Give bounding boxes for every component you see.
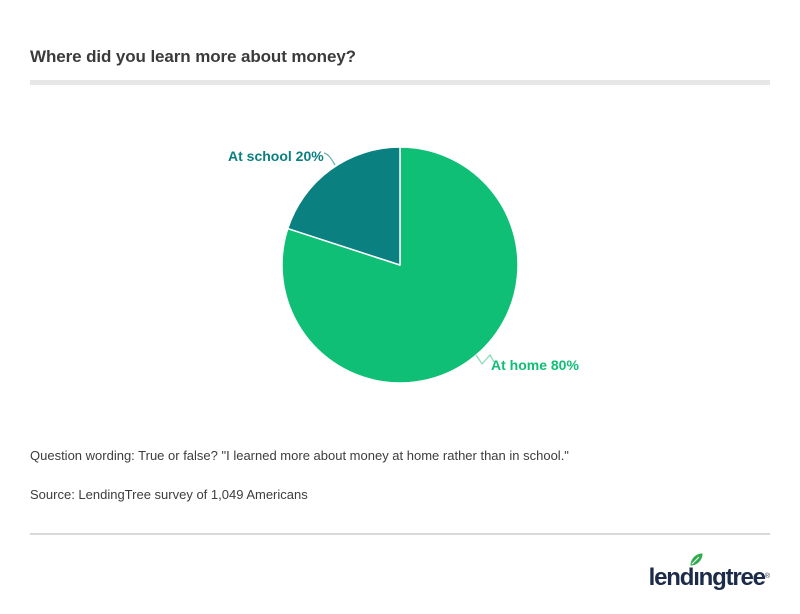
pie-slice-at-school	[287, 146, 401, 266]
pie-chart-svg	[281, 146, 519, 384]
page-title: Where did you learn more about money?	[30, 47, 356, 66]
question-wording-text: Question wording: True or false? "I lear…	[30, 448, 569, 463]
logo-dotless-i: ı	[693, 564, 700, 591]
registered-mark: ®	[764, 573, 770, 580]
bottom-divider	[30, 533, 770, 535]
logo-text-pre: lend	[648, 564, 695, 591]
lendingtree-logo: lend ıngtree®	[649, 551, 770, 591]
title-divider	[30, 80, 770, 85]
pie-group	[281, 146, 519, 384]
leaf-icon	[690, 553, 703, 566]
pie-chart-area: At school 20% At home 80%	[30, 85, 770, 425]
pie-slice-at-home	[281, 146, 519, 384]
label-connector-at-school	[323, 152, 336, 166]
source-text: Source: LendingTree survey of 1,049 Amer…	[30, 487, 308, 502]
leaf-vein	[691, 556, 700, 565]
logo-row: lend ıngtree®	[30, 551, 770, 591]
logo-text-post: ngtree	[698, 564, 766, 591]
label-connector-at-home	[475, 353, 495, 366]
logo-i: ı	[690, 553, 703, 591]
pie-label-at-school: At school 20%	[228, 148, 324, 164]
pie-label-at-home: At home 80%	[491, 357, 579, 373]
